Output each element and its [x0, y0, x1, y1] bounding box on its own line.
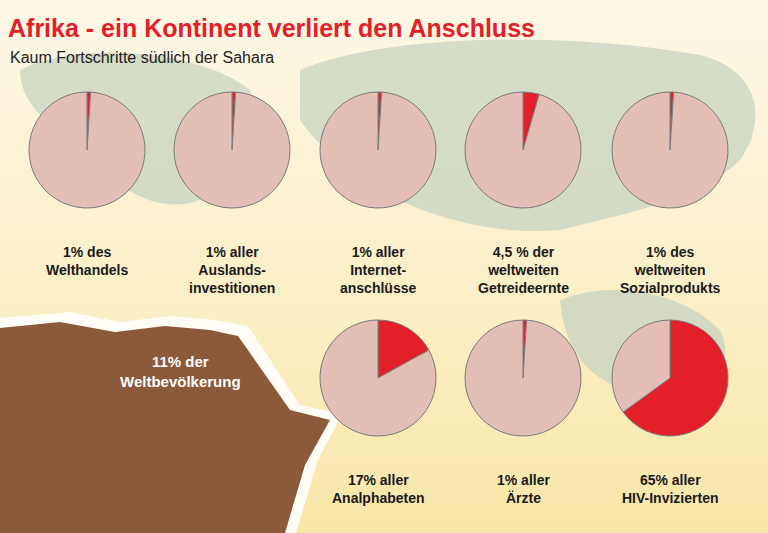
svg-text:Kaum Fortschritte südlich der: Kaum Fortschritte südlich der Sahara	[10, 49, 274, 66]
svg-text:1% desweltweitenSozialprodukts: 1% desweltweitenSozialprodukts	[620, 244, 721, 296]
svg-text:11% derWeltbevölkerung: 11% derWeltbevölkerung	[120, 353, 241, 390]
svg-text:1% desWelthandels: 1% desWelthandels	[46, 244, 128, 278]
svg-text:1% allerInternet-anschlüsse: 1% allerInternet-anschlüsse	[340, 244, 416, 296]
svg-text:Afrika - ein Kontinent verlier: Afrika - ein Kontinent verliert den Ansc…	[8, 14, 535, 42]
svg-text:17% allerAnalphabeten: 17% allerAnalphabeten	[332, 472, 425, 506]
svg-text:4,5 % derweltweitenGetreideern: 4,5 % derweltweitenGetreideernte	[478, 244, 569, 296]
svg-text:65% allerHIV-Invizierten: 65% allerHIV-Invizierten	[622, 472, 718, 506]
svg-text:1% allerAuslands-investitionen: 1% allerAuslands-investitionen	[189, 244, 275, 296]
svg-text:1% allerÄrzte: 1% allerÄrzte	[497, 472, 550, 506]
